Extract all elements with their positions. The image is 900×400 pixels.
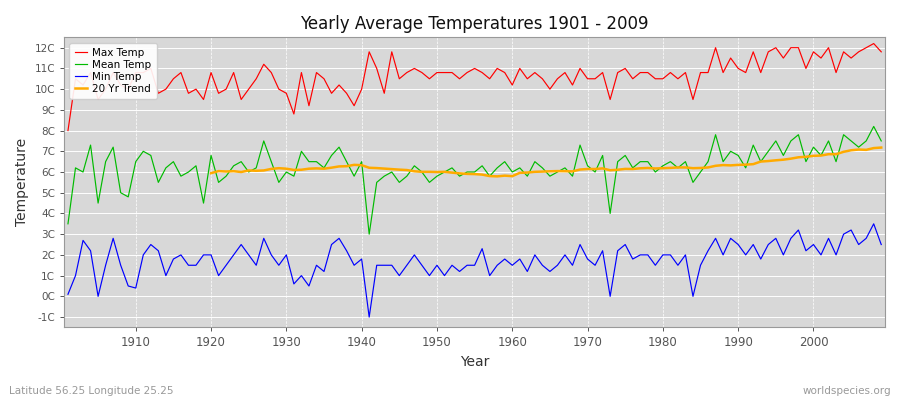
- X-axis label: Year: Year: [460, 355, 490, 369]
- Max Temp: [868, 41, 879, 46]
- Mean Temp: [63, 222, 74, 226]
- Min Temp: [334, 236, 345, 241]
- 20 Yr Trend: [680, 165, 691, 170]
- Max Temp: [598, 70, 608, 75]
- Mean Temp: [507, 170, 517, 174]
- Mean Temp: [876, 138, 886, 143]
- Mean Temp: [122, 194, 133, 199]
- Line: Max Temp: Max Temp: [68, 44, 881, 130]
- Min Temp: [876, 242, 886, 247]
- Text: worldspecies.org: worldspecies.org: [803, 386, 891, 396]
- Line: Min Temp: Min Temp: [68, 224, 881, 317]
- Min Temp: [364, 315, 374, 320]
- Title: Yearly Average Temperatures 1901 - 2009: Yearly Average Temperatures 1901 - 2009: [301, 15, 649, 33]
- Text: Latitude 56.25 Longitude 25.25: Latitude 56.25 Longitude 25.25: [9, 386, 174, 396]
- 20 Yr Trend: [296, 167, 307, 172]
- Mean Temp: [364, 232, 374, 236]
- Max Temp: [63, 128, 74, 133]
- 20 Yr Trend: [491, 174, 502, 179]
- Mean Temp: [605, 211, 616, 216]
- Line: 20 Yr Trend: 20 Yr Trend: [211, 148, 881, 176]
- Max Temp: [289, 112, 300, 116]
- 20 Yr Trend: [205, 171, 216, 176]
- Min Temp: [515, 257, 526, 262]
- Min Temp: [507, 263, 517, 268]
- Max Temp: [507, 82, 517, 87]
- Min Temp: [868, 222, 879, 226]
- Min Temp: [122, 284, 133, 288]
- Mean Temp: [289, 174, 300, 178]
- Mean Temp: [868, 124, 879, 129]
- Mean Temp: [334, 145, 345, 150]
- Min Temp: [605, 294, 616, 299]
- 20 Yr Trend: [409, 169, 419, 174]
- Max Temp: [334, 82, 345, 87]
- Max Temp: [122, 87, 133, 92]
- Max Temp: [500, 70, 510, 75]
- Min Temp: [289, 282, 300, 286]
- 20 Yr Trend: [786, 156, 796, 161]
- Y-axis label: Temperature: Temperature: [15, 138, 29, 226]
- Min Temp: [63, 292, 74, 297]
- 20 Yr Trend: [853, 147, 864, 152]
- Line: Mean Temp: Mean Temp: [68, 126, 881, 234]
- 20 Yr Trend: [770, 158, 781, 163]
- 20 Yr Trend: [876, 145, 886, 150]
- Legend: Max Temp, Mean Temp, Min Temp, 20 Yr Trend: Max Temp, Mean Temp, Min Temp, 20 Yr Tre…: [69, 42, 157, 99]
- Max Temp: [876, 50, 886, 54]
- Mean Temp: [515, 166, 526, 170]
